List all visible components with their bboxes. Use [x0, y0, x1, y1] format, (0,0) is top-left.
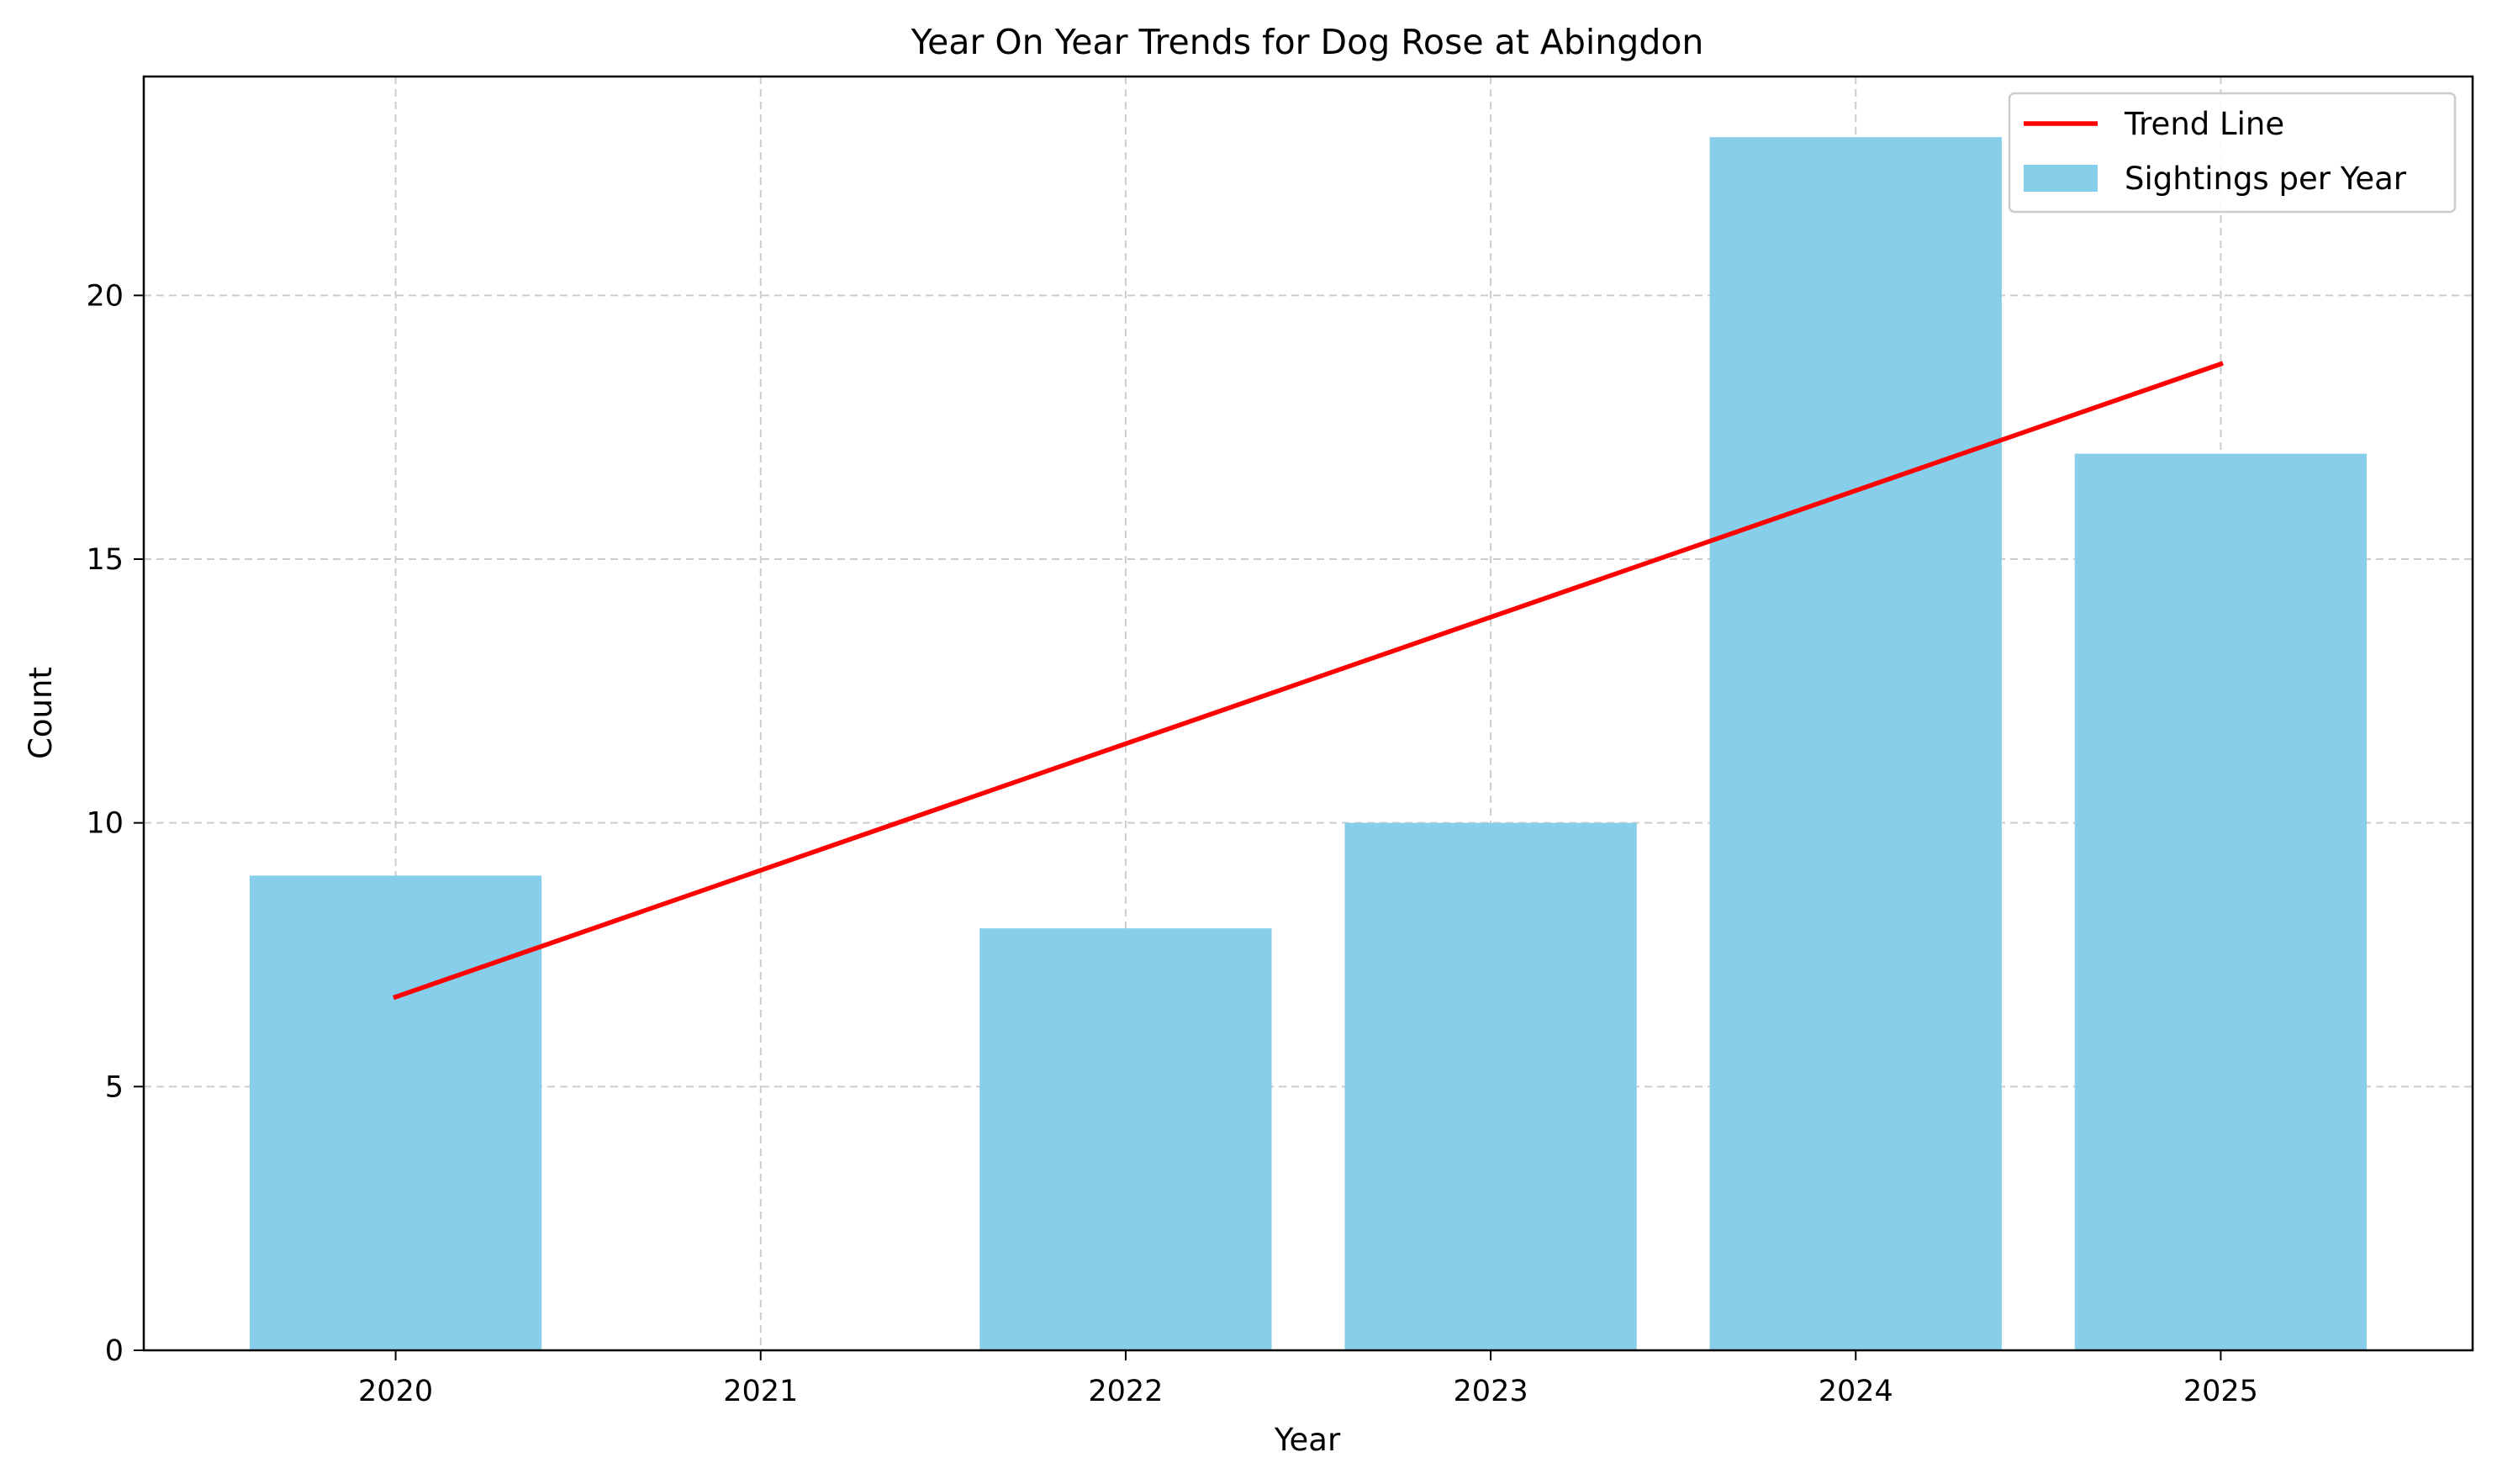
- y-tick-label: 10: [86, 807, 124, 841]
- plot-frame: [142, 75, 2474, 1352]
- y-tick-label: 15: [86, 543, 124, 577]
- chart-title: Year On Year Trends for Dog Rose at Abin…: [911, 22, 1704, 62]
- x-tick-label: 2022: [1088, 1375, 1163, 1408]
- legend-sightings-label: Sightings per Year: [2125, 161, 2407, 197]
- trend-line: [393, 361, 2224, 1001]
- legend-box: [2008, 92, 2457, 214]
- x-tick-label: 2021: [723, 1375, 798, 1408]
- x-tick-label: 2024: [1819, 1375, 1893, 1408]
- y-axis-ticks: 0 5 10 15 20: [86, 279, 144, 1368]
- legend-trend-line-label: Trend Line: [2124, 106, 2284, 142]
- y-tick-label: 20: [86, 279, 124, 313]
- bar-2024: [1709, 137, 2002, 1351]
- x-tick-label: 2020: [358, 1375, 433, 1408]
- x-tick-label: 2023: [1454, 1375, 1528, 1408]
- x-axis-ticks: 2020 2021 2022 2023 2024 2025: [358, 1350, 2258, 1408]
- bar-2022: [979, 928, 1272, 1350]
- legend: Trend Line Sightings per Year: [2008, 92, 2457, 214]
- bar-2023: [1344, 822, 1637, 1350]
- y-axis-label: Count: [23, 667, 59, 759]
- legend-sightings-swatch: [2024, 165, 2098, 192]
- y-tick-label: 5: [105, 1070, 124, 1104]
- bar-layer: [249, 137, 2368, 1351]
- bar-2020: [249, 875, 542, 1350]
- line-layer: [393, 361, 2224, 1001]
- y-tick-label: 0: [105, 1334, 124, 1368]
- x-axis-label: Year: [1274, 1422, 1341, 1458]
- x-tick-label: 2025: [2183, 1375, 2258, 1408]
- bar-2025: [2074, 453, 2368, 1351]
